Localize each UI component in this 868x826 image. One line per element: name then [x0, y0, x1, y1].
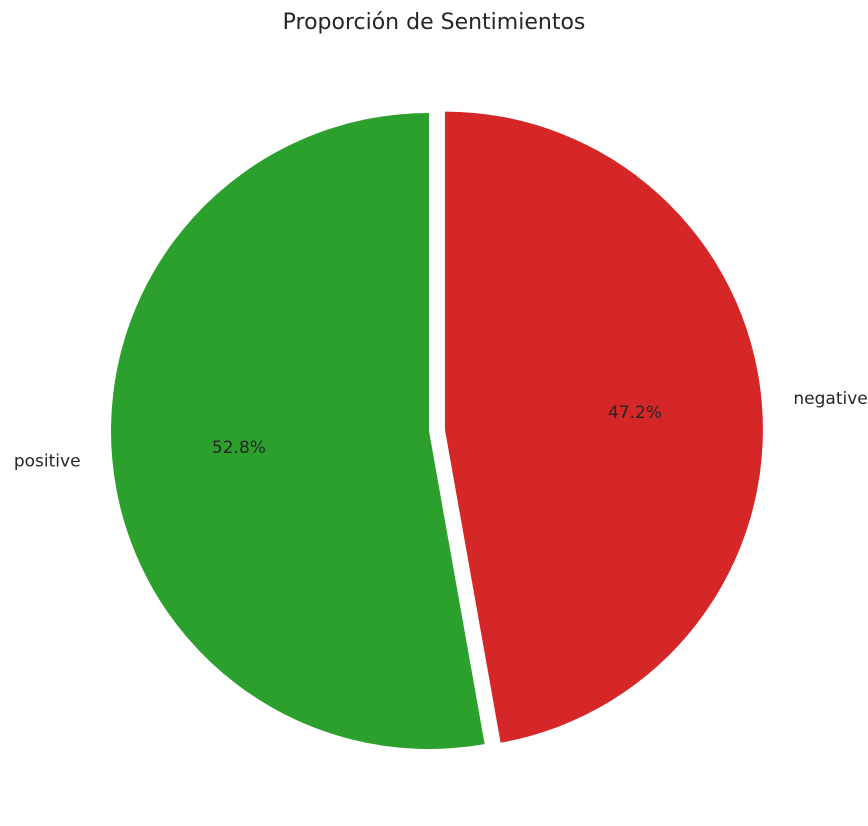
slice-label-negative: negative [793, 389, 867, 409]
pie-slices [110, 111, 763, 750]
pie-slice-positive [110, 113, 485, 750]
pie-labels: negative 47.2% positive 52.8% [14, 389, 868, 472]
slice-percent-positive: 52.8% [212, 438, 266, 458]
slice-label-positive: positive [14, 452, 81, 472]
slice-percent-negative: 47.2% [608, 403, 662, 423]
chart-title: Proporción de Sentimientos [283, 10, 586, 35]
pie-slice-negative [444, 111, 763, 743]
